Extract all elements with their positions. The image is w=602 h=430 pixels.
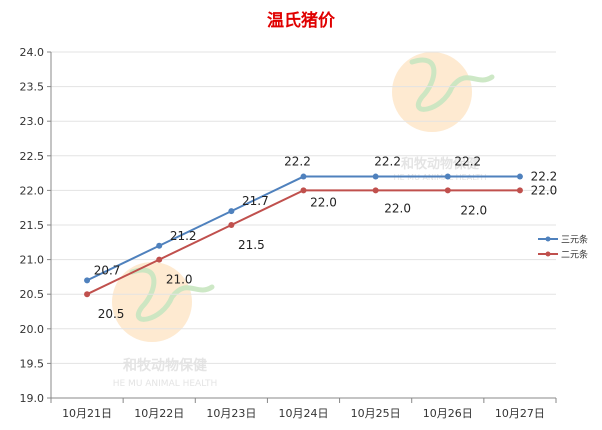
y-tick-labels: 19.0 19.5 20.0 20.5 21.0 21.5 22.0 22.5 23.0 23.5… (20, 46, 45, 405)
data-point-s1-0 (84, 291, 91, 298)
y-tick-label-10: 24.0 (20, 46, 45, 59)
data-label-s1-4: 22.0 (384, 201, 411, 215)
data-label-s1-0: 20.5 (98, 307, 125, 321)
x-tick-labels: 10月21日 10月22日 10月23日 10月24日 10月25日 10月26日 10月2… (62, 407, 545, 420)
legend-label-1: 二元条 (561, 249, 588, 261)
data-point-s1-5 (444, 187, 451, 194)
axes (50, 52, 556, 399)
data-point-s1-3 (300, 187, 307, 194)
data-label-s1-3: 22.0 (310, 195, 337, 209)
data-label-s1-6: 22.0 (531, 183, 558, 197)
data-label-s0-6: 22.2 (531, 170, 558, 184)
watermark-text-cn-1: 和牧动物保健 (401, 156, 479, 172)
data-label-s0-0: 20.7 (94, 263, 121, 277)
x-tick-label-4: 10月25日 (351, 407, 401, 420)
data-label-s0-2: 21.7 (242, 194, 269, 208)
x-tick-label-3: 10月24日 (279, 407, 329, 420)
data-label-s0-1: 21.2 (170, 229, 197, 243)
y-tick-label-4: 21.0 (20, 254, 45, 267)
y-tick-label-5: 21.5 (20, 219, 45, 232)
data-point-s1-1 (156, 256, 163, 263)
legend-label-0: 三元条 (561, 234, 588, 246)
watermark-text-en-2: HE MU ANIMAL HEALTH (113, 379, 218, 389)
data-point-s1-6 (516, 187, 523, 194)
data-label-s0-5: 22.2 (454, 155, 481, 169)
y-tick-label-0: 19.0 (20, 392, 45, 405)
series (84, 173, 523, 298)
y-tick-label-6: 22.0 (20, 184, 45, 197)
y-tick-label-8: 23.0 (20, 115, 45, 128)
data-label-s0-4: 22.2 (374, 155, 401, 169)
watermark-brush-2 (129, 267, 215, 322)
data-point-s1-2 (228, 222, 235, 228)
y-tick-label-3: 20.5 (20, 288, 45, 301)
x-tick-label-6: 10月27日 (495, 407, 545, 420)
data-label-s0-3: 22.2 (284, 155, 311, 169)
data-point-s0-6 (516, 173, 523, 180)
data-label-s1-5: 22.0 (460, 203, 487, 217)
data-point-s0-3 (300, 173, 307, 180)
x-tick-label-2: 10月23日 (206, 407, 256, 420)
x-tick-label-1: 10月22日 (134, 407, 184, 420)
gridlines (47, 51, 557, 403)
data-point-s0-0 (84, 277, 91, 284)
data-point-s1-4 (372, 187, 379, 194)
data-point-s0-4 (372, 173, 379, 180)
watermark-circle-2 (112, 262, 192, 342)
chart-title: 温氏猪价 (267, 10, 336, 31)
legend-marker-1 (545, 251, 551, 257)
y-tick-label-9: 23.5 (20, 81, 45, 94)
data-labels: 20.7 21.2 21.7 22.2 22.2 22.2 22.2 20.5 21.0 21.5… (94, 155, 558, 322)
y-tick-label-1: 19.5 (20, 357, 45, 370)
data-label-s1-1: 21.0 (166, 273, 193, 287)
data-point-s0-2 (228, 208, 235, 215)
data-label-s1-2: 21.5 (238, 238, 265, 252)
x-tick-label-5: 10月26日 (423, 407, 473, 420)
y-tick-label-7: 22.5 (20, 150, 45, 163)
data-point-s0-5 (444, 173, 451, 180)
data-point-s0-1 (156, 242, 163, 249)
watermark-text-cn-2: 和牧动物保健 (123, 357, 207, 374)
y-tick-label-2: 20.0 (20, 323, 45, 336)
legend-marker-0 (545, 236, 551, 242)
watermark-circle-1 (392, 52, 472, 132)
watermark-brush-1 (409, 57, 495, 112)
x-tick-label-0: 10月21日 (62, 407, 112, 420)
